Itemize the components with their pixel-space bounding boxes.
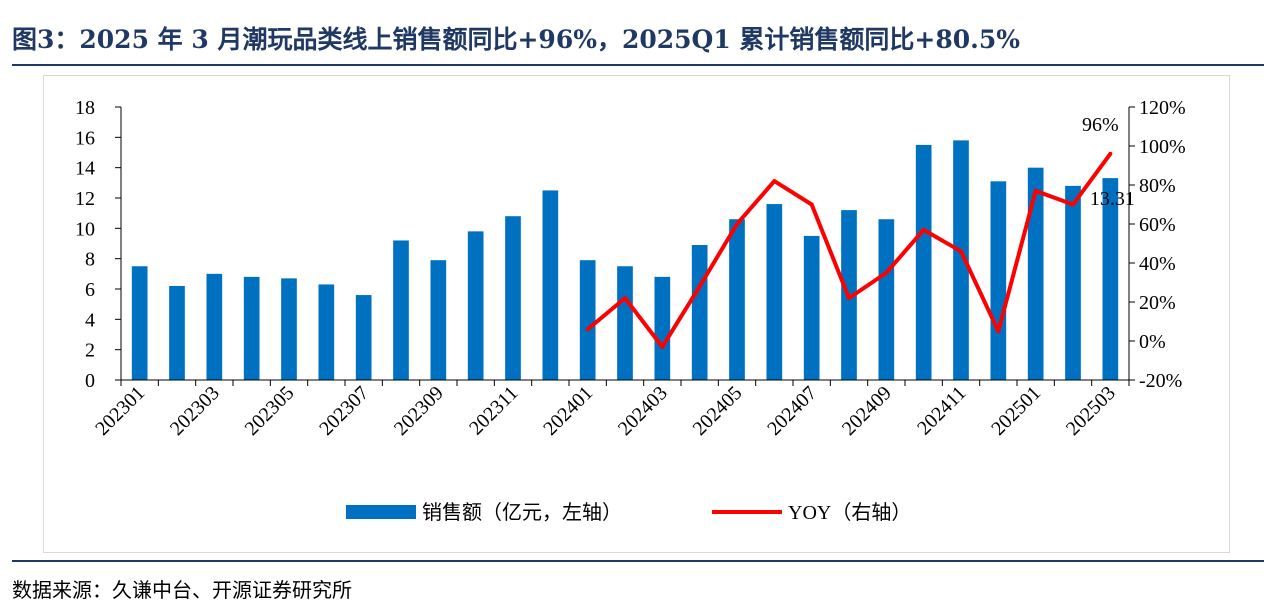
x-tick-label: 202301 [91, 382, 149, 440]
x-tick-label: 202411 [913, 382, 970, 439]
x-tick-label: 202501 [987, 382, 1045, 440]
yoy-point-202503 [1108, 151, 1113, 156]
bar-202304 [243, 276, 260, 380]
bar-202402 [617, 266, 633, 380]
x-tick-label: 202305 [241, 382, 299, 440]
y-tick-label-right: 40% [1139, 253, 1176, 275]
yoy-point-202408 [847, 296, 851, 301]
yoy-point-202411 [959, 249, 963, 254]
y-tick-label-right: 20% [1139, 292, 1176, 314]
y-tick-label-right: 100% [1139, 136, 1186, 158]
bar-202412 [990, 181, 1007, 380]
x-tick-label: 202403 [614, 382, 672, 440]
bar-202411 [953, 140, 969, 380]
yoy-point-202401 [585, 327, 590, 332]
line-series [585, 151, 1113, 349]
legend-line-label: YOY（右轴） [788, 501, 911, 524]
y-tick-label-left: 2 [85, 340, 95, 362]
x-tick-label: 202303 [166, 382, 224, 440]
yoy-point-202412 [996, 329, 1001, 334]
y-tick-label-left: 4 [85, 309, 95, 331]
bar-202302 [169, 285, 185, 380]
yoy-point-202403 [660, 344, 665, 349]
bar-202312 [542, 190, 559, 380]
x-tick-label: 202405 [689, 382, 747, 440]
yoy-point-202402 [623, 296, 627, 301]
bar-202308 [393, 240, 409, 380]
x-tick-label: 202401 [539, 382, 597, 440]
y-tick-label-right: 0% [1139, 331, 1166, 353]
yoy-point-202502 [1071, 202, 1075, 207]
y-tick-label-left: 6 [85, 279, 95, 301]
legend: 销售额（亿元，左轴） YOY（右轴） [346, 501, 911, 524]
y-tick-label-right: 60% [1139, 214, 1176, 236]
bar-202406 [766, 204, 783, 380]
data-label: 96% [1082, 114, 1119, 136]
title-divider [12, 64, 1264, 66]
bar-202409 [878, 219, 895, 380]
y-tick-label-left: 16 [75, 127, 95, 149]
page-title: 图3：2025 年 3 月潮玩品类线上销售额同比+96%，2025Q1 累计销售… [12, 25, 1021, 54]
bar-202410 [915, 144, 932, 380]
chart-panel: 0 2 4 6 8 10 12 14 16 18 -20% 0% 20% 40% 60% 80% 100% 120… [43, 75, 1230, 553]
data-labels: 96% 13.31 [1082, 114, 1135, 210]
x-tick-label: 202309 [390, 382, 448, 440]
y-tick-label-right: -20% [1139, 370, 1182, 392]
x-tick-label: 202409 [838, 382, 896, 440]
bar-202311 [505, 216, 521, 380]
x-tick-label: 202407 [763, 382, 821, 440]
bar-202503 [1102, 178, 1119, 380]
bar-202305 [281, 278, 297, 380]
footer-divider [12, 560, 1264, 562]
bar-202303 [206, 273, 223, 380]
bar-202401 [579, 260, 596, 380]
yoy-point-202407 [809, 202, 814, 207]
bar-202404 [691, 245, 708, 380]
y-tick-label-left: 0 [85, 370, 95, 392]
y-tick-label-left: 12 [75, 188, 95, 210]
bar-202307 [355, 295, 372, 380]
y-tick-label-left: 10 [75, 218, 95, 240]
y-tick-label-left: 8 [85, 249, 95, 271]
source-note: 数据来源：久谦中台、开源证券研究所 [12, 578, 352, 602]
x-tick-label: 202503 [1062, 382, 1120, 440]
legend-bar-swatch [346, 505, 416, 519]
bar-series [131, 140, 1119, 380]
y-tick-label-left: 14 [75, 158, 95, 180]
yoy-point-202404 [697, 284, 702, 289]
y-tick-label-left: 18 [75, 97, 95, 119]
yoy-point-202405 [735, 222, 739, 226]
x-tick-label: 202311 [465, 382, 522, 439]
yoy-point-202406 [772, 179, 777, 184]
data-label: 13.31 [1090, 188, 1135, 210]
bar-202403 [654, 276, 671, 380]
bar-202405 [729, 219, 745, 380]
bar-202407 [803, 235, 820, 380]
yoy-point-202501 [1033, 188, 1038, 193]
y-tick-label-right: 80% [1139, 175, 1176, 197]
y-tick-label-right: 120% [1139, 97, 1186, 119]
bar-202309 [430, 260, 447, 380]
bar-202310 [467, 231, 484, 380]
combo-chart: 0 2 4 6 8 10 12 14 16 18 -20% 0% 20% 40% 60% 80% 100% 120… [75, 97, 1186, 524]
yoy-point-202409 [884, 270, 889, 275]
legend-bar-label: 销售额（亿元，左轴） [422, 501, 622, 524]
bar-202502 [1065, 185, 1081, 380]
bar-202301 [131, 266, 148, 380]
bar-202501 [1027, 167, 1044, 380]
yoy-point-202410 [921, 227, 926, 232]
bar-202306 [318, 284, 335, 380]
x-tick-label: 202307 [315, 382, 373, 440]
